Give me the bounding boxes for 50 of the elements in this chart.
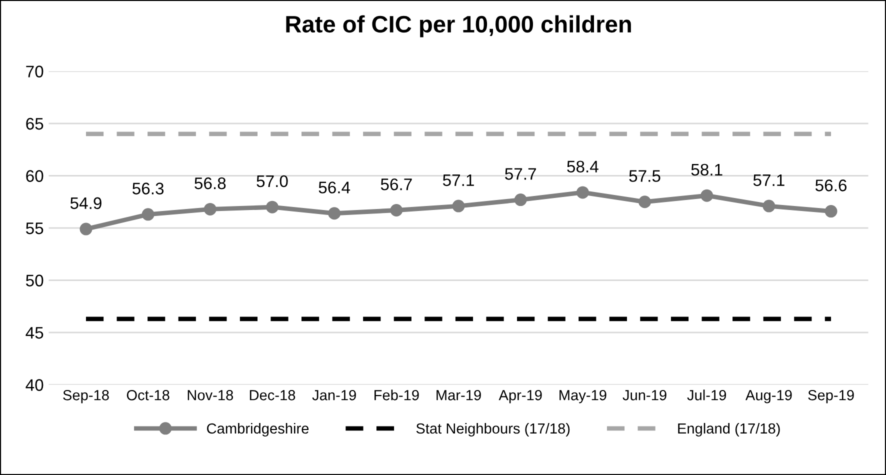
x-tick-label: Jun-19 [622,390,666,400]
point [700,189,714,202]
point [204,202,216,216]
x-tick-label: Oct-18 [126,390,170,400]
x-tick-label: Mar-19 [436,390,481,400]
y-tick-label: 65 [26,118,44,130]
point [452,200,465,212]
x-tick-label: Apr-19 [498,390,542,404]
x-tick-label: Feb-19 [374,390,419,400]
data-label: 57.0 [256,175,288,188]
legend-label: Cambridgeshire [207,422,309,437]
point [576,186,589,199]
x-tick-label: Jul-19 [687,390,726,400]
point [824,205,838,218]
y-tick-label: 60 [26,170,44,182]
point [638,196,652,208]
data-label: 56.6 [815,180,847,192]
point [390,204,403,216]
data-label: 56.3 [132,182,164,194]
point [514,194,527,206]
x-tick-label: Sep-18 [63,390,109,404]
data-label: 57.1 [442,174,474,186]
legend-label: Stat Neighbours (17/18) [416,422,570,437]
x-tick-label: Dec-18 [250,390,296,400]
y-tick-label: 55 [26,222,44,234]
y-tick-label: 40 [26,379,44,391]
chart-title: Rate of CIC per 10,000 children [286,15,631,38]
x-tick-label: Jan-19 [312,390,356,400]
data-label: 57.5 [629,170,660,182]
point [328,207,341,220]
x-tick-label: Sep-19 [808,390,854,404]
legend-label: England (17/18) [678,422,780,437]
x-tick-label: Nov-18 [188,390,234,400]
point [266,200,278,214]
data-label: 57.7 [505,168,536,180]
y-tick-label: 50 [26,274,44,286]
x-tick-label: Aug-19 [745,390,792,404]
y-tick-label: 45 [26,327,44,339]
data-label: 56.8 [194,177,226,190]
data-label: 57.1 [753,174,784,186]
data-label: 58.1 [691,164,722,176]
y-tick-label: 70 [26,66,44,78]
point [80,222,92,236]
point [762,200,776,212]
data-label: 56.7 [380,178,412,190]
point [142,208,154,221]
x-tick-label: May-19 [560,390,606,404]
data-label: 54.9 [70,197,102,210]
data-label: 56.4 [318,182,350,194]
data-label: 58.4 [567,160,598,173]
